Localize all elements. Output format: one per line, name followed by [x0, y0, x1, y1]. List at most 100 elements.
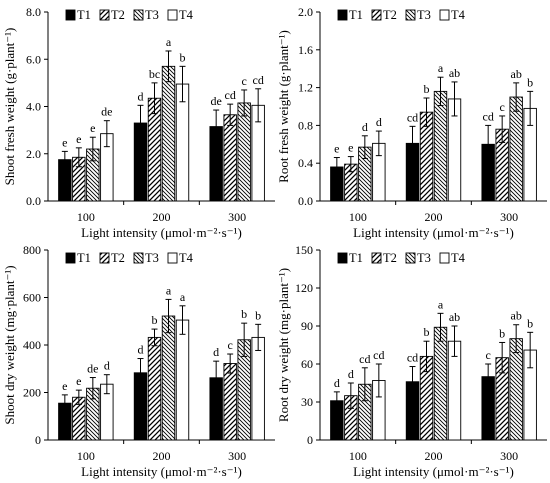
significance-label: d [213, 345, 219, 359]
legend-swatch-t3 [133, 252, 144, 264]
x-axis-label: Light intensity (μmol·m⁻²·s⁻¹) [81, 464, 242, 479]
legend-swatch-t4 [439, 9, 450, 21]
legend-swatch-t3 [133, 9, 144, 21]
significance-label: e [62, 379, 67, 393]
significance-label: cd [253, 73, 264, 87]
legend-label: T1 [349, 8, 363, 22]
significance-label: ab [511, 67, 522, 81]
significance-label: b [527, 75, 533, 89]
y-tick-label: 2.0 [26, 147, 41, 161]
bar-t4 [175, 319, 190, 441]
bar-t2 [223, 363, 237, 441]
bar-t3 [161, 65, 176, 202]
y-tick-label: 6.0 [26, 52, 41, 66]
x-tick-label: 100 [349, 449, 367, 463]
significance-label: e [334, 142, 339, 156]
y-tick-label: 0.8 [298, 118, 313, 132]
y-tick-label: 0 [35, 433, 41, 447]
y-tick-label: 0.0 [298, 194, 313, 208]
y-tick-label: 200 [23, 386, 41, 400]
significance-label: ab [511, 309, 522, 323]
y-tick-label: 1.6 [298, 43, 313, 57]
significance-label: c [500, 100, 505, 114]
bar-t3 [509, 338, 523, 441]
significance-label: a [438, 61, 444, 75]
significance-label: e [76, 374, 81, 388]
bar-t3 [237, 102, 251, 202]
significance-label: cd [359, 352, 370, 366]
bar-t2 [147, 336, 162, 441]
y-tick-label: 4.0 [26, 100, 41, 114]
legend-swatch-t3 [405, 252, 416, 264]
bar-t3 [161, 315, 176, 441]
y-tick-label: 0.4 [298, 156, 313, 170]
legend-swatch-t1 [65, 9, 76, 21]
significance-label: b [180, 50, 186, 64]
legend-label: T1 [77, 251, 91, 265]
significance-label: d [376, 115, 382, 129]
legend-swatch-t4 [167, 9, 178, 21]
legend-swatch-t2 [371, 252, 382, 264]
significance-label: cd [225, 88, 236, 102]
significance-label: de [87, 362, 98, 376]
x-tick-label: 100 [77, 210, 95, 224]
y-tick-label: 90 [301, 319, 313, 333]
significance-label: a [166, 283, 172, 297]
significance-label: e [90, 121, 95, 135]
significance-label: e [62, 135, 67, 149]
significance-label: b [424, 82, 430, 96]
significance-label: d [138, 89, 144, 103]
x-axis-label: Light intensity (μmol·m⁻²·s⁻¹) [81, 225, 242, 240]
significance-label: b [241, 307, 247, 321]
legend-label: T3 [417, 251, 431, 265]
bar-t3 [509, 96, 523, 202]
significance-label: ab [449, 310, 460, 324]
significance-label: a [180, 290, 186, 304]
significance-label: cd [483, 109, 494, 123]
significance-label: c [486, 348, 491, 362]
y-axis-label: Shoot dry weight (mg·plant⁻¹) [2, 265, 17, 424]
x-tick-label: 300 [500, 210, 518, 224]
significance-label: d [138, 343, 144, 357]
x-tick-label: 200 [425, 449, 443, 463]
legend-label: T2 [383, 8, 397, 22]
bar-t2 [223, 114, 237, 202]
significance-label: e [348, 141, 353, 155]
significance-label: de [101, 105, 112, 119]
significance-label: b [527, 316, 533, 330]
legend-label: T4 [451, 251, 466, 265]
y-tick-label: 30 [301, 395, 313, 409]
legend-swatch-t2 [371, 9, 382, 21]
y-tick-label: 150 [295, 243, 313, 257]
y-tick-label: 800 [23, 243, 41, 257]
significance-label: d [348, 367, 354, 381]
x-tick-label: 200 [153, 210, 171, 224]
x-tick-label: 100 [77, 449, 95, 463]
x-tick-label: 300 [500, 449, 518, 463]
legend-label: T4 [179, 251, 194, 265]
x-tick-label: 200 [425, 210, 443, 224]
y-tick-label: 600 [23, 291, 41, 305]
legend-label: T4 [451, 8, 466, 22]
legend-swatch-t1 [65, 252, 76, 264]
y-tick-label: 0.0 [26, 194, 41, 208]
significance-label: cd [407, 110, 418, 124]
y-axis-label: Shoot fresh weight (g·plant⁻¹) [2, 28, 17, 186]
legend-swatch-t2 [99, 9, 110, 21]
legend-swatch-t1 [337, 252, 348, 264]
legend-label: T3 [417, 8, 431, 22]
x-tick-label: 300 [228, 210, 246, 224]
legend-label: T3 [145, 8, 159, 22]
significance-label: de [211, 94, 222, 108]
significance-label: b [499, 326, 505, 340]
legend-label: T2 [111, 251, 125, 265]
y-tick-label: 2.0 [298, 5, 313, 19]
significance-label: d [362, 120, 368, 134]
significance-label: a [438, 297, 444, 311]
y-tick-label: 120 [295, 281, 313, 295]
y-tick-label: 8.0 [26, 5, 41, 19]
